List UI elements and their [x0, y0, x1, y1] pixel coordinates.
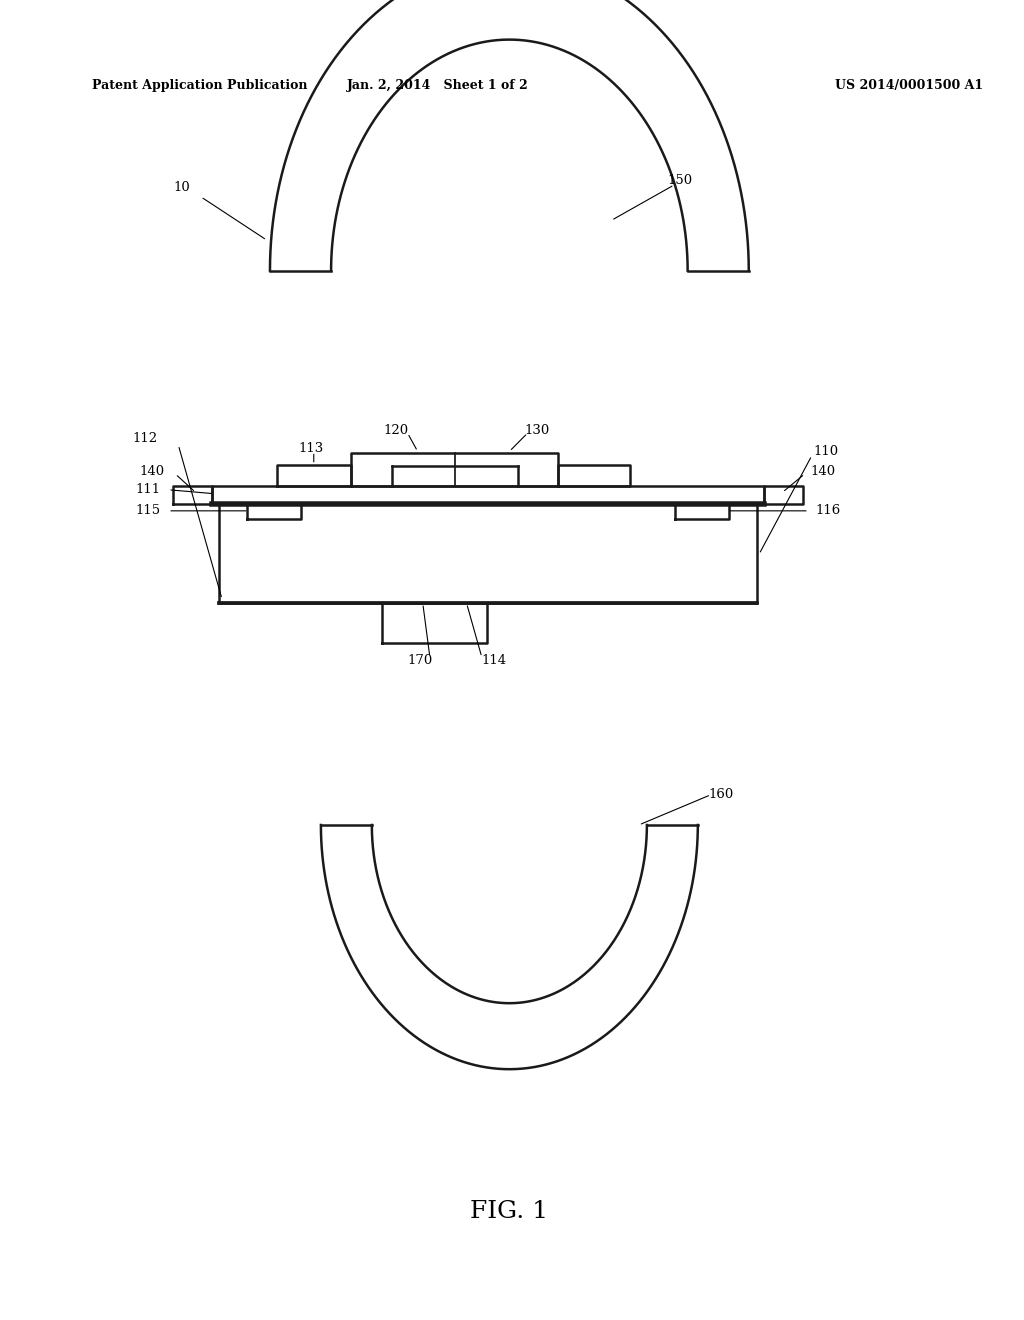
Text: 112: 112 [133, 432, 158, 445]
Text: 140: 140 [140, 465, 165, 478]
Text: 130: 130 [524, 424, 550, 437]
Text: 170: 170 [408, 653, 433, 667]
Text: 116: 116 [815, 504, 841, 517]
Text: 115: 115 [136, 504, 161, 517]
Text: 150: 150 [668, 174, 692, 187]
Text: 160: 160 [708, 788, 733, 801]
Text: 114: 114 [482, 653, 507, 667]
Text: 111: 111 [136, 483, 161, 496]
Text: FIG. 1: FIG. 1 [470, 1200, 549, 1224]
Text: 113: 113 [298, 442, 324, 455]
Text: US 2014/0001500 A1: US 2014/0001500 A1 [836, 79, 983, 92]
Text: 140: 140 [811, 465, 836, 478]
Text: 120: 120 [383, 424, 409, 437]
Text: 110: 110 [813, 445, 838, 458]
Text: Jan. 2, 2014   Sheet 1 of 2: Jan. 2, 2014 Sheet 1 of 2 [347, 79, 529, 92]
Text: 10: 10 [173, 181, 189, 194]
Text: Patent Application Publication: Patent Application Publication [92, 79, 307, 92]
